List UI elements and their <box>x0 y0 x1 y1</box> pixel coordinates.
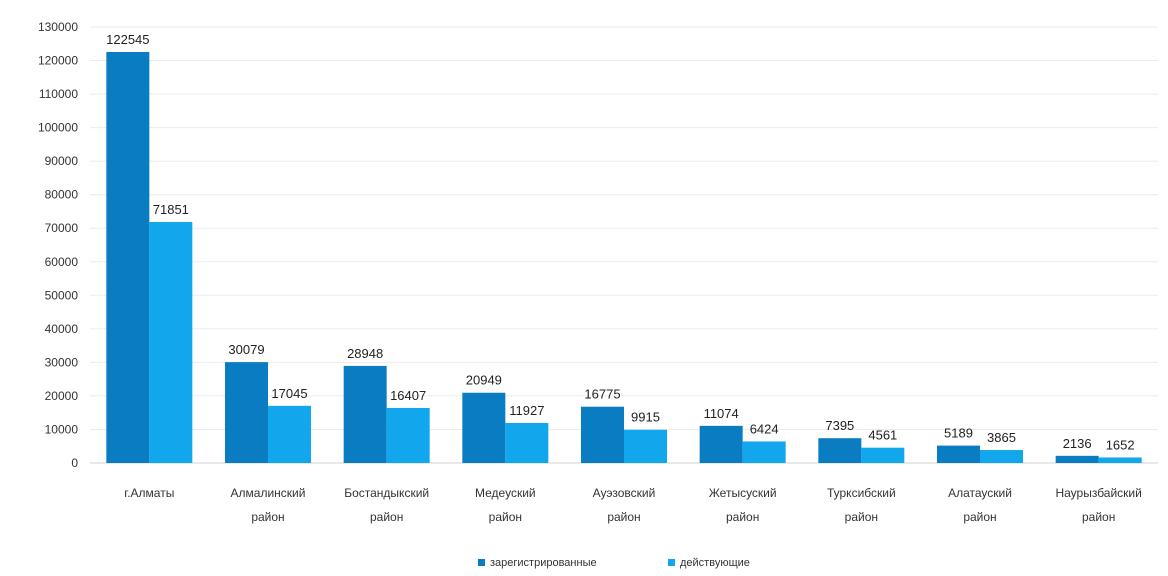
y-tick-label: 10000 <box>45 422 79 436</box>
bar-registered <box>818 438 862 463</box>
data-label: 9915 <box>631 410 660 425</box>
y-tick-label: 50000 <box>45 288 79 302</box>
data-label: 11927 <box>509 403 544 418</box>
data-label: 7395 <box>825 418 854 433</box>
x-tick-label: район <box>726 510 759 524</box>
y-tick-label: 90000 <box>45 154 79 168</box>
x-tick-label: Турксибский <box>827 486 896 500</box>
bar-registered <box>1055 455 1099 463</box>
data-label: 71851 <box>153 202 189 217</box>
data-labels: 122545 71851 30079 17045 28948 16407 20949 1192… <box>106 32 1134 452</box>
y-tick-label: 0 <box>71 456 78 470</box>
bar-registered <box>225 362 268 463</box>
x-tick-label: район <box>845 510 878 524</box>
legend-swatch <box>478 559 485 566</box>
grid <box>90 26 1158 464</box>
data-label: 4561 <box>868 428 897 443</box>
data-label: 122545 <box>106 32 149 47</box>
bar-active <box>268 405 311 463</box>
data-label: 20949 <box>466 373 502 388</box>
data-label: 30079 <box>228 342 264 357</box>
x-tick-label: район <box>963 510 996 524</box>
x-tick-label: Алатауский <box>948 486 1012 500</box>
legend-swatch <box>668 559 675 566</box>
y-tick-label: 120000 <box>38 54 78 68</box>
data-label: 1652 <box>1106 437 1135 452</box>
y-tick-label: 70000 <box>45 221 79 235</box>
bar-active <box>980 450 1023 463</box>
bar-registered <box>343 365 387 463</box>
y-tick-label: 110000 <box>39 87 78 101</box>
x-tick-label: район <box>489 510 522 524</box>
bar-registered <box>581 406 624 463</box>
y-tick-label: 100000 <box>38 121 78 135</box>
y-tick-label: 60000 <box>45 255 79 269</box>
y-tick-label: 80000 <box>45 188 79 202</box>
x-tick-label: Медеуский <box>475 486 536 500</box>
legend: зарегистрированные действующие <box>478 557 750 569</box>
data-label: 6424 <box>750 421 779 436</box>
x-tick-label: Бостандыкский <box>344 486 429 500</box>
bar-active <box>1098 457 1142 463</box>
bar-active <box>386 407 430 463</box>
data-label: 11074 <box>704 406 739 421</box>
legend-label: действующие <box>680 557 750 569</box>
data-label: 16775 <box>584 387 620 402</box>
bar-active <box>624 429 667 463</box>
y-tick-label: 20000 <box>45 389 79 403</box>
y-tick-label: 40000 <box>45 322 79 336</box>
data-label: 16407 <box>390 388 426 403</box>
x-tick-label: район <box>251 510 284 524</box>
y-axis: 0 10000 20000 30000 40000 50000 60000 70000 8000… <box>38 20 78 470</box>
legend-label: зарегистрированные <box>490 557 597 569</box>
bar-active <box>505 422 549 463</box>
x-tick-label: район <box>607 510 640 524</box>
x-tick-label: Алмалинский <box>231 486 306 500</box>
bar-active <box>742 441 786 463</box>
x-tick-label: г.Алматы <box>124 486 174 500</box>
bar-registered <box>462 392 506 463</box>
x-tick-label: Ауэзовский <box>593 486 656 500</box>
y-tick-label: 130000 <box>38 20 78 34</box>
bar-active <box>861 447 905 463</box>
x-tick-label: район <box>370 510 403 524</box>
bars <box>106 52 1142 463</box>
data-label: 3865 <box>987 430 1016 445</box>
x-axis: г.Алматы Алмалинский район Бостандыкский рай… <box>124 486 1142 524</box>
x-tick-label: Жетысуский <box>709 486 777 500</box>
bar-active <box>149 222 193 463</box>
x-tick-label: Наурызбайский <box>1055 486 1141 500</box>
data-label: 17045 <box>271 386 307 401</box>
bar-registered <box>699 425 743 463</box>
bar-registered <box>937 445 980 463</box>
data-label: 28948 <box>347 346 383 361</box>
y-tick-label: 30000 <box>45 355 79 369</box>
data-label: 2136 <box>1063 436 1092 451</box>
data-label: 5189 <box>944 426 973 441</box>
x-tick-label: район <box>1082 510 1115 524</box>
bar-registered <box>106 52 150 463</box>
